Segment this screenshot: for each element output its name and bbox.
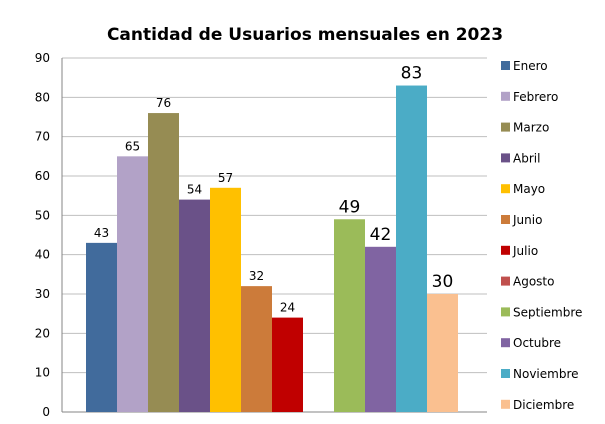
y-tick-label: 70 — [35, 130, 50, 144]
legend-label: Marzo — [513, 121, 549, 135]
data-label: 30 — [432, 272, 454, 292]
legend-swatch — [501, 215, 510, 224]
legend-swatch — [501, 153, 510, 163]
legend-label: Septiembre — [513, 305, 582, 319]
y-tick-label: 40 — [35, 248, 50, 262]
legend-label: Abril — [513, 151, 540, 165]
legend-label: Agosto — [513, 275, 554, 289]
data-label: 42 — [370, 225, 392, 245]
data-label: 57 — [218, 171, 233, 185]
y-tick-label: 30 — [35, 287, 50, 301]
bar-septiembre — [334, 219, 365, 412]
y-tick-label: 80 — [35, 90, 50, 104]
chart-title: Cantidad de Usuarios mensuales en 2023 — [107, 25, 503, 45]
data-label: 76 — [156, 96, 171, 110]
legend-swatch — [501, 61, 510, 70]
data-label: 24 — [280, 301, 295, 315]
y-tick-label: 20 — [35, 326, 50, 340]
legend-label: Enero — [513, 59, 548, 73]
y-tick-label: 0 — [42, 405, 50, 419]
data-label: 32 — [249, 269, 264, 283]
data-label: 83 — [401, 64, 423, 84]
bar-junio — [241, 286, 272, 412]
y-tick-label: 10 — [35, 366, 50, 380]
y-tick-label: 50 — [35, 208, 50, 222]
legend-label: Julio — [512, 244, 538, 258]
y-tick-label: 60 — [35, 169, 50, 183]
legend-swatch — [501, 184, 510, 194]
bar-mayo — [210, 187, 241, 412]
legend-swatch — [501, 245, 510, 255]
legend-label: Noviembre — [513, 367, 579, 381]
bar-abril — [179, 199, 210, 412]
legend-swatch — [501, 399, 510, 409]
data-label: 65 — [125, 139, 140, 153]
legend-swatch — [501, 369, 510, 378]
data-label: 49 — [339, 197, 361, 217]
data-label: 43 — [94, 226, 109, 240]
bar-enero — [86, 242, 117, 412]
data-label: 54 — [187, 183, 202, 197]
legend-swatch — [501, 91, 510, 101]
legend-label: Diciembre — [513, 398, 574, 412]
bar-marzo — [148, 113, 179, 413]
legend-swatch — [501, 338, 510, 348]
legend-label: Febrero — [513, 90, 558, 104]
bar-febrero — [117, 156, 148, 412]
legend-label: Octubre — [513, 336, 561, 350]
legend-label: Mayo — [513, 182, 545, 196]
legend-label: Junio — [512, 213, 542, 227]
bar-julio — [272, 317, 303, 412]
bar-octubre — [365, 246, 396, 412]
y-tick-label: 90 — [35, 51, 50, 65]
bar-noviembre — [396, 85, 427, 413]
legend-swatch — [501, 122, 510, 132]
legend-swatch — [501, 276, 510, 286]
bar-diciembre — [427, 294, 458, 412]
legend-swatch — [501, 307, 510, 317]
